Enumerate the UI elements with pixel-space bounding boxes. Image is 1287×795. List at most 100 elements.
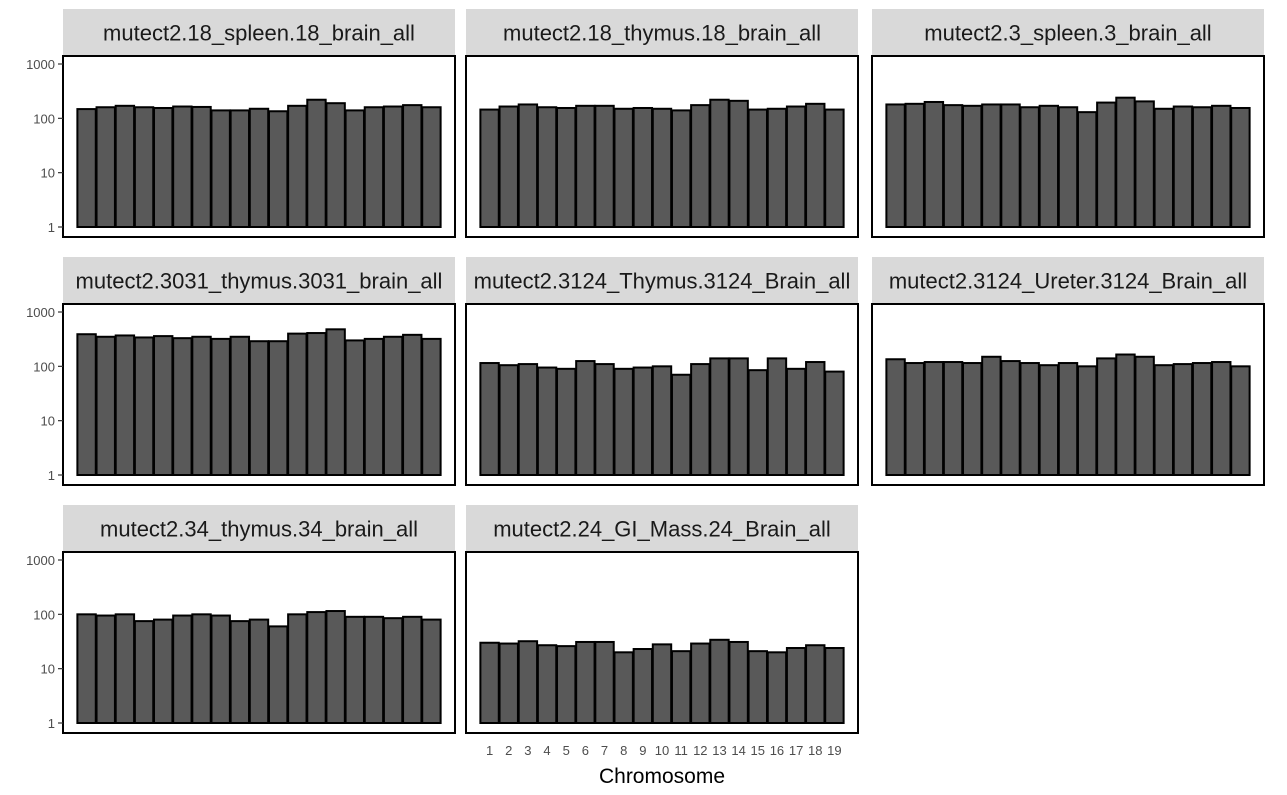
bar-13 [1115,96,1136,228]
bar-6 [981,355,1002,477]
bar-12 [287,613,308,724]
bar-11 [670,373,692,476]
x-tick-label: 2 [505,743,512,758]
bar-5 [556,367,577,476]
bar-5 [153,106,174,228]
facet-title: mutect2.18_thymus.18_brain_all [503,21,821,46]
facet-panel: mutect2.3_spleen.3_brain_all [871,9,1265,238]
facet-strip [63,9,455,56]
bar-2 [904,102,925,228]
bar-17 [382,335,404,476]
x-tick-label: 8 [620,743,627,758]
bar-16 [766,651,788,725]
facet-strip [63,257,455,304]
x-tick-label: 12 [693,743,707,758]
bar-9 [632,648,654,725]
bar-18 [805,644,826,725]
bar-6 [575,640,596,725]
bar-10 [248,107,270,228]
bar-11 [1076,365,1098,477]
bar-6 [575,360,596,477]
bar-16 [1172,105,1194,228]
bar-2 [95,614,116,725]
bar-16 [363,337,385,476]
facet-strip [872,257,1264,304]
x-tick-label: 1 [486,743,493,758]
bar-7 [191,335,212,476]
bar-12 [287,104,308,228]
bar-3 [517,103,539,228]
bar-10 [651,643,673,725]
bar-4 [133,106,155,228]
bar-11 [267,110,289,228]
bar-10 [1057,362,1079,477]
bar-1 [885,358,906,476]
y-tick-label: 10 [41,414,55,429]
bar-3 [114,104,136,228]
bar-11 [670,109,692,228]
bar-9 [1038,364,1060,476]
facet-strip [872,9,1264,56]
y-tick-label: 1 [48,716,55,731]
x-tick-label: 19 [827,743,841,758]
bar-3 [114,613,136,724]
bar-9 [632,106,654,228]
bar-5 [962,362,983,477]
bar-15 [344,339,365,477]
bar-4 [536,366,558,476]
bar-15 [344,615,365,725]
x-tick-label: 6 [582,743,589,758]
bar-13 [306,332,327,477]
bar-19 [421,618,442,724]
facet-panel: mutect2.18_spleen.18_brain_all 1 10 100 1000 [26,9,456,238]
bar-10 [651,365,673,477]
bar-12 [1096,101,1117,228]
bar-2 [904,362,925,477]
bar-7 [594,363,615,476]
bar-5 [556,645,577,724]
bar-10 [1057,106,1079,228]
facet-strip [466,505,858,552]
bar-14 [325,328,346,476]
y-tick-label: 1000 [26,553,55,568]
bar-16 [766,107,788,228]
bar-4 [133,336,155,476]
bar-17 [785,367,807,476]
bar-8 [210,109,231,228]
panel-border [465,551,859,734]
bar-1 [885,103,906,228]
bar-16 [363,615,385,725]
bar-3 [114,334,136,476]
y-tick-label: 100 [33,111,55,126]
bar-8 [210,614,231,725]
bar-14 [325,610,346,724]
bar-2 [95,335,116,476]
x-tick-label: 17 [789,743,803,758]
bar-4 [133,620,155,724]
x-tick-label: 4 [543,743,550,758]
bar-8 [1019,362,1040,477]
bar-7 [191,613,212,724]
bar-18 [1211,361,1232,477]
bar-4 [536,106,558,228]
bar-6 [172,105,193,228]
facet-title: mutect2.34_thymus.34_brain_all [100,517,418,542]
bar-12 [690,642,711,724]
bar-15 [344,109,365,228]
facet-strip [466,9,858,56]
bar-1 [76,333,97,476]
bar-10 [651,107,673,228]
bar-3 [517,640,539,725]
bar-2 [498,364,519,476]
facet-title: mutect2.3124_Thymus.3124_Brain_all [474,269,851,294]
bar-6 [981,103,1002,228]
x-axis-label: Chromosome [599,765,725,788]
bar-1 [479,641,500,725]
bar-16 [766,357,788,476]
bar-17 [1191,362,1213,477]
bar-12 [1096,357,1117,476]
bar-7 [191,105,212,228]
bar-14 [728,99,749,228]
facet-title: mutect2.18_spleen.18_brain_all [103,21,415,46]
